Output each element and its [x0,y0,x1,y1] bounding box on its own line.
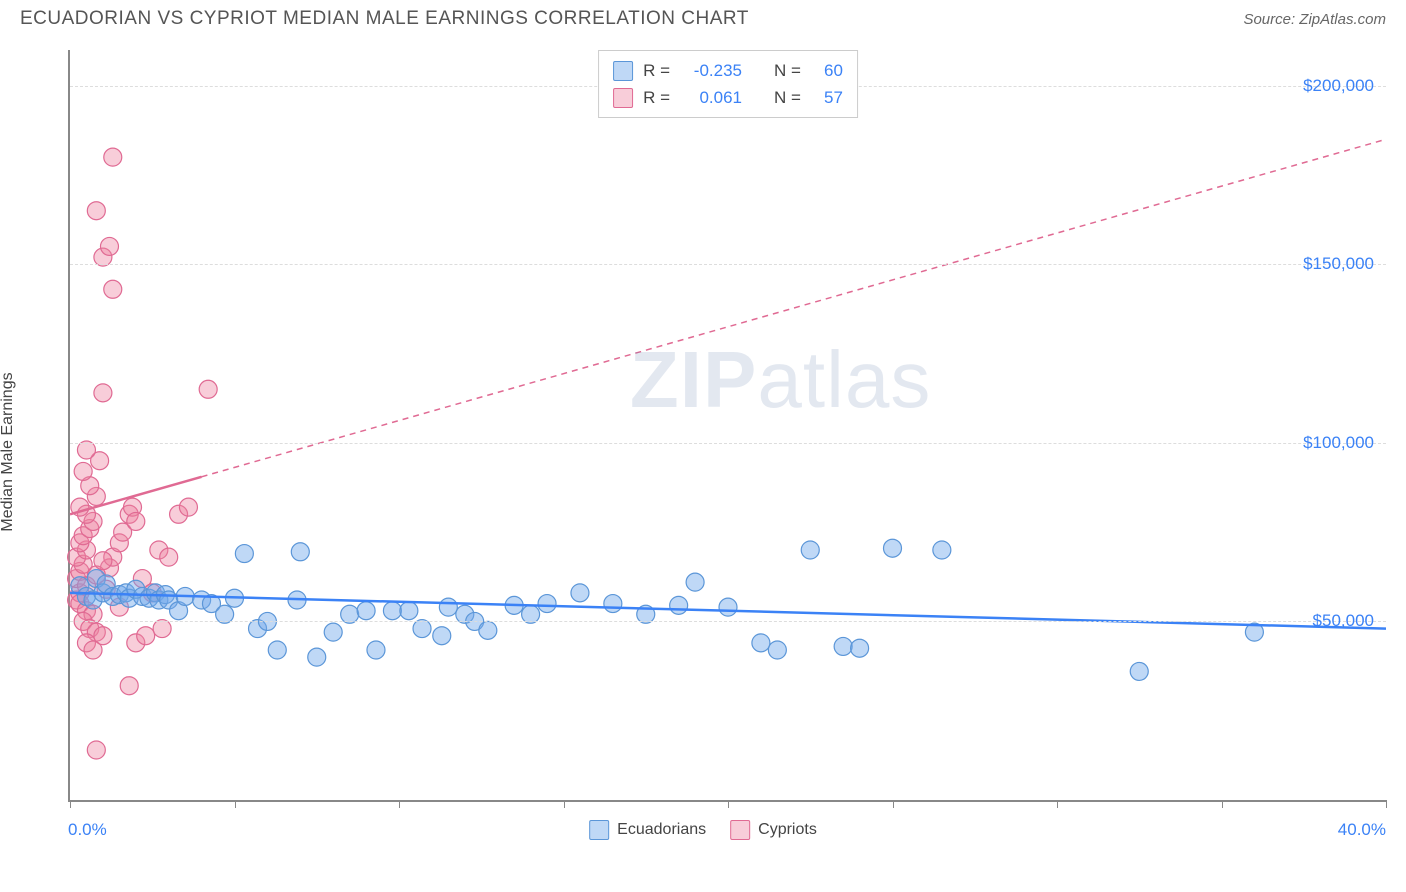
data-point [719,598,737,616]
stats-n-value-b: 57 [811,84,843,111]
data-point [538,595,556,613]
x-tick [1222,800,1223,808]
data-point [357,602,375,620]
x-tick [399,800,400,808]
data-point [433,627,451,645]
data-point [94,552,112,570]
chart-title: ECUADORIAN VS CYPRIOT MEDIAN MALE EARNIN… [20,8,749,30]
stats-n-value-a: 60 [811,57,843,84]
legend-item-b: Cypriots [730,820,817,840]
data-point [439,598,457,616]
data-point [670,596,688,614]
stats-r-value-a: -0.235 [680,57,742,84]
data-point [84,641,102,659]
stats-swatch-b [613,88,633,108]
data-point [686,573,704,591]
legend-item-a: Ecuadorians [589,820,706,840]
chart-header: ECUADORIAN VS CYPRIOT MEDIAN MALE EARNIN… [0,0,1406,42]
data-point [235,545,253,563]
data-point [87,202,105,220]
y-tick-label: $100,000 [1303,433,1374,453]
x-tick [70,800,71,808]
stats-n-label: N = [774,57,801,84]
data-point [851,639,869,657]
correlation-stats-box: R = -0.235 N = 60 R = 0.061 N = 57 [598,50,858,118]
legend-swatch-a [589,820,609,840]
y-tick-label: $200,000 [1303,76,1374,96]
trend-line-b-dashed [202,139,1386,477]
legend-swatch-b [730,820,750,840]
x-tick [893,800,894,808]
data-point [94,384,112,402]
plot-area: R = -0.235 N = 60 R = 0.061 N = 57 ZIPat… [68,50,1386,802]
legend-label-b: Cypriots [758,821,817,839]
x-tick [728,800,729,808]
data-point [199,380,217,398]
data-point [400,602,418,620]
stats-row-b: R = 0.061 N = 57 [613,84,843,111]
data-point [74,462,92,480]
data-point [127,512,145,530]
data-point [87,741,105,759]
x-max-label: 40.0% [1338,820,1386,840]
data-point [120,677,138,695]
data-point [104,280,122,298]
stats-n-label: N = [774,84,801,111]
stats-r-value-b: 0.061 [680,84,742,111]
data-point [479,621,497,639]
data-point [1130,662,1148,680]
data-point [268,641,286,659]
data-point [383,602,401,620]
data-point [137,627,155,645]
bottom-legend: Ecuadorians Cypriots [589,820,817,840]
data-point [933,541,951,559]
gridline [70,621,1386,622]
data-point [324,623,342,641]
data-point [834,637,852,655]
x-min-label: 0.0% [68,820,107,840]
source-attribution: Source: ZipAtlas.com [1243,11,1386,28]
legend-label-a: Ecuadorians [617,821,706,839]
data-point [571,584,589,602]
y-axis-label: Median Male Earnings [0,372,17,531]
stats-r-label: R = [643,84,670,111]
x-tick [564,800,565,808]
data-point [308,648,326,666]
data-point [752,634,770,652]
data-point [604,595,622,613]
x-tick [1057,800,1058,808]
data-point [160,548,178,566]
y-tick-label: $50,000 [1313,611,1374,631]
stats-row-a: R = -0.235 N = 60 [613,57,843,84]
data-point [291,543,309,561]
x-tick [235,800,236,808]
data-point [104,148,122,166]
scatter-plot-svg [70,50,1386,800]
data-point [801,541,819,559]
data-point [768,641,786,659]
data-point [179,498,197,516]
gridline [70,443,1386,444]
x-tick [1386,800,1387,808]
stats-r-label: R = [643,57,670,84]
data-point [367,641,385,659]
gridline [70,264,1386,265]
y-tick-label: $150,000 [1303,254,1374,274]
chart-container: Median Male Earnings R = -0.235 N = 60 R… [20,42,1386,862]
stats-swatch-a [613,61,633,81]
data-point [100,237,118,255]
data-point [884,539,902,557]
